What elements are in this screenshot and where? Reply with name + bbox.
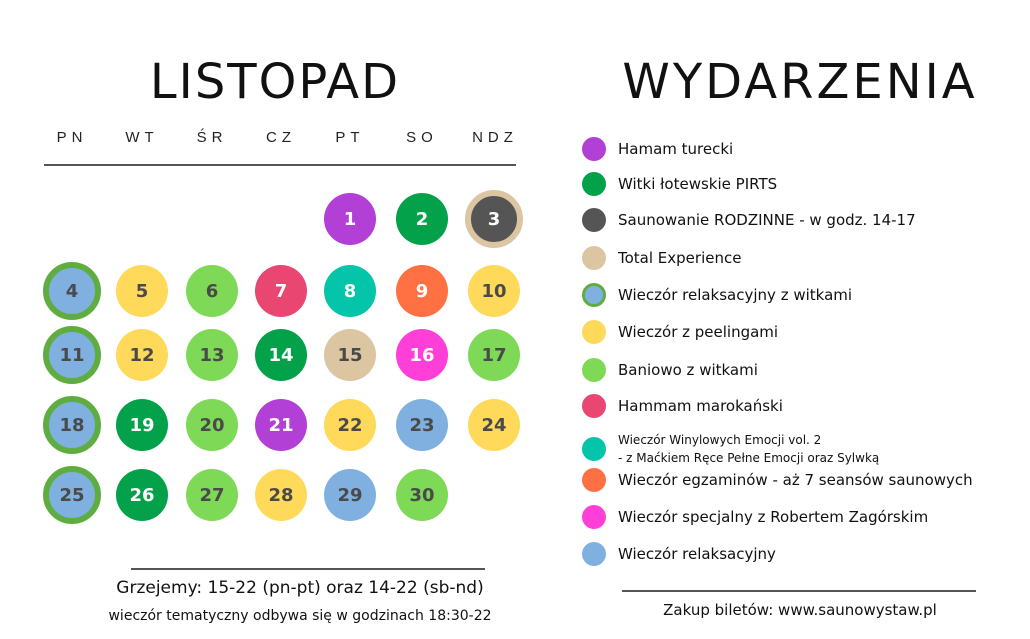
legend-item: Wieczór relaksacyjny z witkami — [582, 283, 852, 307]
calendar-day-15[interactable]: 15 — [324, 329, 376, 381]
legend-label-line: Wieczór egzaminów - aż 7 seansów saunowy… — [618, 471, 973, 489]
calendar-day-29[interactable]: 29 — [324, 469, 376, 521]
calendar-day-13[interactable]: 13 — [186, 329, 238, 381]
theme-evening-hours: wieczór tematyczny odbywa się w godzinac… — [108, 608, 492, 624]
events-title: WYDARZENIA — [622, 54, 978, 110]
legend-item: Wieczór z peelingami — [582, 320, 778, 344]
weekday-ndz: NDZ — [472, 129, 518, 146]
legend-label: Wieczór relaksacyjny z witkami — [618, 286, 852, 304]
calendar-day-3[interactable]: 3 — [465, 190, 523, 248]
calendar-day-11[interactable]: 11 — [43, 326, 101, 384]
calendar-day-21[interactable]: 21 — [255, 399, 307, 451]
legend-label: Hammam marokański — [618, 397, 783, 415]
legend-label-line: Saunowanie RODZINNE - w godz. 14-17 — [618, 211, 916, 229]
calendar-day-18[interactable]: 18 — [43, 396, 101, 454]
legend-item: Total Experience — [582, 246, 741, 270]
weekday-wt: WT — [125, 129, 159, 146]
calendar-day-12[interactable]: 12 — [116, 329, 168, 381]
calendar-day-17[interactable]: 17 — [468, 329, 520, 381]
legend-label: Wieczór specjalny z Robertem Zagórskim — [618, 508, 928, 526]
color-swatch-icon — [582, 137, 606, 161]
legend-label: Total Experience — [618, 249, 741, 267]
legend-label: Wieczór relaksacyjny — [618, 545, 776, 563]
calendar-day-6[interactable]: 6 — [186, 265, 238, 317]
legend-item: Wieczór specjalny z Robertem Zagórskim — [582, 505, 928, 529]
legend-item: Baniowo z witkami — [582, 358, 758, 382]
calendar-day-16[interactable]: 16 — [396, 329, 448, 381]
legend-label-line: Hamam turecki — [618, 140, 734, 158]
calendar-day-27[interactable]: 27 — [186, 469, 238, 521]
color-swatch-icon — [582, 246, 606, 270]
calendar-day-30[interactable]: 30 — [396, 469, 448, 521]
calendar-day-5[interactable]: 5 — [116, 265, 168, 317]
legend-label-line: Wieczór Winylowych Emocji vol. 2 — [618, 433, 822, 447]
legend-item: Hamam turecki — [582, 137, 733, 161]
tickets-link[interactable]: Zakup biletów: www.saunowystaw.pl — [663, 601, 937, 619]
legend-item: Witki łotewskie PIRTS — [582, 172, 777, 196]
color-swatch-icon — [582, 468, 606, 492]
calendar-day-22[interactable]: 22 — [324, 399, 376, 451]
weekday-pn: PN — [56, 129, 88, 146]
calendar-day-4[interactable]: 4 — [43, 262, 101, 320]
weekday-cz: CZ — [266, 129, 296, 146]
legend-label-line: Hammam marokański — [618, 397, 783, 415]
calendar-day-28[interactable]: 28 — [255, 469, 307, 521]
legend-item: Saunowanie RODZINNE - w godz. 14-17 — [582, 208, 916, 232]
legend-label-line: Wieczór relaksacyjny z witkami — [618, 286, 853, 304]
tickets-divider — [622, 590, 976, 592]
color-swatch-icon — [582, 437, 606, 461]
calendar-day-14[interactable]: 14 — [255, 329, 307, 381]
legend-label-line: Total Experience — [618, 249, 742, 267]
calendar-day-9[interactable]: 9 — [396, 265, 448, 317]
weekday-so: SO — [406, 129, 438, 146]
legend-label-line: Wieczór z peelingami — [618, 323, 779, 341]
calendar-day-26[interactable]: 26 — [116, 469, 168, 521]
weekday-sr: ŚR — [196, 129, 228, 146]
color-swatch-icon — [582, 172, 606, 196]
legend-label: Wieczór Winylowych Emocji vol. 2 - z Maćk… — [618, 431, 879, 467]
legend-label-line: Baniowo z witkami — [618, 361, 758, 379]
legend-label-line: Wieczór specjalny z Robertem Zagórskim — [618, 508, 929, 526]
color-swatch-icon — [582, 208, 606, 232]
color-swatch-icon — [582, 320, 606, 344]
calendar-day-8[interactable]: 8 — [324, 265, 376, 317]
calendar-day-10[interactable]: 10 — [468, 265, 520, 317]
color-swatch-icon — [582, 358, 606, 382]
color-swatch-icon — [582, 394, 606, 418]
legend-label-line: - z Maćkiem Ręce Pełne Emocji oraz Sylwk… — [618, 451, 880, 465]
legend-label: Wieczór egzaminów - aż 7 seansów saunowy… — [618, 471, 973, 489]
calendar-day-2[interactable]: 2 — [396, 193, 448, 245]
calendar-day-1[interactable]: 1 — [324, 193, 376, 245]
calendar-day-19[interactable]: 19 — [116, 399, 168, 451]
legend-label: Baniowo z witkami — [618, 361, 758, 379]
color-swatch-icon — [582, 542, 606, 566]
legend-label: Witki łotewskie PIRTS — [618, 175, 777, 193]
legend-item: Wieczór egzaminów - aż 7 seansów saunowy… — [582, 468, 973, 492]
legend-item: Hammam marokański — [582, 394, 783, 418]
calendar-day-7[interactable]: 7 — [255, 265, 307, 317]
color-swatch-icon — [582, 283, 606, 307]
weekday-pt: PT — [335, 129, 365, 146]
legend-label: Hamam turecki — [618, 140, 733, 158]
legend-label-line: Witki łotewskie PIRTS — [618, 175, 778, 193]
heating-hours: Grzejemy: 15-22 (pn-pt) oraz 14-22 (sb-n… — [116, 578, 484, 598]
color-swatch-icon — [582, 505, 606, 529]
calendar-day-20[interactable]: 20 — [186, 399, 238, 451]
legend-label-line: Wieczór relaksacyjny — [618, 545, 776, 563]
header-divider — [44, 164, 516, 166]
legend-item: Wieczór relaksacyjny — [582, 542, 776, 566]
legend-label: Saunowanie RODZINNE - w godz. 14-17 — [618, 211, 916, 229]
legend-item: Wieczór Winylowych Emocji vol. 2 - z Maćk… — [582, 431, 879, 467]
calendar-title: LISTOPAD — [149, 54, 401, 110]
footer-divider — [131, 568, 485, 570]
calendar-day-23[interactable]: 23 — [396, 399, 448, 451]
calendar-day-25[interactable]: 25 — [43, 466, 101, 524]
calendar-day-24[interactable]: 24 — [468, 399, 520, 451]
legend-label: Wieczór z peelingami — [618, 323, 778, 341]
